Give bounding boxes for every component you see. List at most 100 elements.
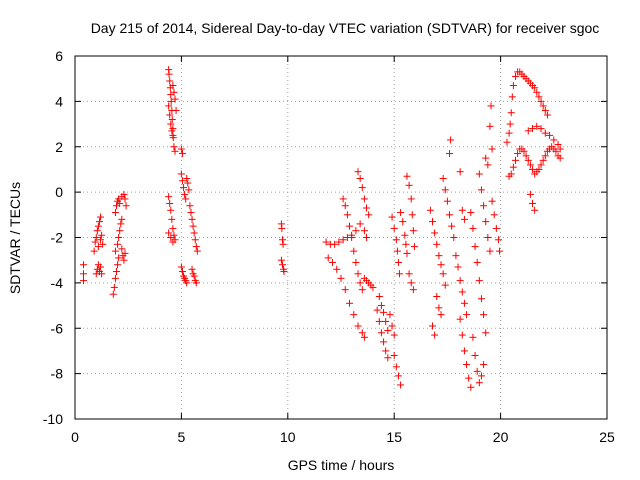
data-point <box>394 372 402 380</box>
data-point <box>178 268 186 276</box>
data-point <box>514 150 522 158</box>
data-point <box>339 195 347 203</box>
data-point <box>193 247 201 255</box>
data-point <box>409 286 417 294</box>
data-point <box>97 236 105 244</box>
data-point <box>537 161 545 169</box>
chart-title: Day 215 of 2014, Sidereal Day-to-day VTE… <box>91 20 600 36</box>
data-point <box>165 229 173 237</box>
data-point <box>363 234 371 241</box>
data-point <box>177 170 185 178</box>
data-point <box>477 295 485 303</box>
data-point <box>167 206 175 214</box>
data-point <box>335 238 343 246</box>
data-point <box>356 175 364 183</box>
data-point <box>520 147 528 155</box>
x-axis-label: GPS time / hours <box>288 457 395 473</box>
data-point <box>480 202 488 210</box>
data-point <box>539 102 547 110</box>
data-point <box>112 268 120 276</box>
data-point <box>354 322 362 330</box>
data-point <box>511 72 519 80</box>
data-point <box>352 227 360 235</box>
data-point <box>487 102 495 110</box>
data-point <box>388 322 396 330</box>
y-tick-label: -6 <box>51 320 64 336</box>
data-point <box>360 195 368 203</box>
data-point <box>167 120 175 128</box>
data-point <box>390 331 398 339</box>
data-point <box>454 263 462 271</box>
data-point <box>509 163 517 171</box>
data-point <box>183 175 191 183</box>
data-point <box>121 195 129 203</box>
data-point <box>187 209 195 217</box>
data-point <box>477 372 485 380</box>
data-point <box>373 306 381 314</box>
data-point <box>469 333 477 341</box>
data-point <box>190 272 198 280</box>
data-point <box>494 236 502 244</box>
y-tick-labels: -10 -8 -6 -4 -2 0 2 4 6 <box>43 48 63 427</box>
data-point <box>463 311 471 319</box>
data-point <box>166 199 174 207</box>
data-point <box>486 247 494 255</box>
data-point <box>443 197 451 205</box>
grid-lines <box>75 56 607 419</box>
data-point <box>184 179 192 187</box>
data-point <box>111 247 119 255</box>
data-point <box>437 261 445 269</box>
data-point <box>80 261 88 269</box>
data-point <box>392 363 400 371</box>
data-point <box>365 211 373 219</box>
data-point <box>386 311 394 319</box>
data-point <box>165 193 173 201</box>
data-point <box>452 252 460 260</box>
data-point <box>94 243 102 251</box>
data-point <box>439 270 447 278</box>
data-point <box>168 215 176 223</box>
data-point <box>524 127 532 135</box>
y-tick-label: 2 <box>55 139 63 155</box>
data-point <box>331 240 339 248</box>
data-point <box>354 270 362 278</box>
data-point <box>322 238 330 246</box>
data-point <box>169 81 177 89</box>
data-point <box>278 224 286 232</box>
data-point <box>115 254 123 262</box>
y-axis-label: SDTVAR / TECUs <box>7 182 23 294</box>
data-point <box>360 333 368 341</box>
y-tick-label: -10 <box>43 411 63 427</box>
data-point <box>480 311 488 319</box>
data-point <box>350 311 358 319</box>
data-point <box>188 265 196 273</box>
data-point <box>402 240 410 248</box>
data-point <box>116 227 124 235</box>
data-point <box>431 331 439 339</box>
data-point <box>433 292 441 300</box>
data-point <box>172 106 180 114</box>
x-tick-label: 20 <box>493 429 509 445</box>
data-point <box>111 209 119 217</box>
x-tick-label: 5 <box>178 429 186 445</box>
data-point <box>116 199 124 207</box>
data-point <box>403 249 411 257</box>
data-point <box>109 290 117 298</box>
data-points <box>80 66 564 391</box>
plot-frame <box>74 55 608 420</box>
data-point <box>170 143 178 151</box>
data-point <box>429 322 437 330</box>
data-point <box>375 317 383 325</box>
data-point <box>526 161 534 169</box>
data-point <box>529 165 537 173</box>
x-tick-labels: 0 5 10 15 20 25 <box>71 429 615 445</box>
data-point <box>460 299 468 307</box>
data-point <box>178 150 186 158</box>
data-point <box>433 240 441 248</box>
data-point <box>90 247 98 255</box>
data-point <box>511 156 519 164</box>
data-point <box>505 129 513 137</box>
data-point <box>111 274 119 282</box>
data-point <box>471 243 479 251</box>
